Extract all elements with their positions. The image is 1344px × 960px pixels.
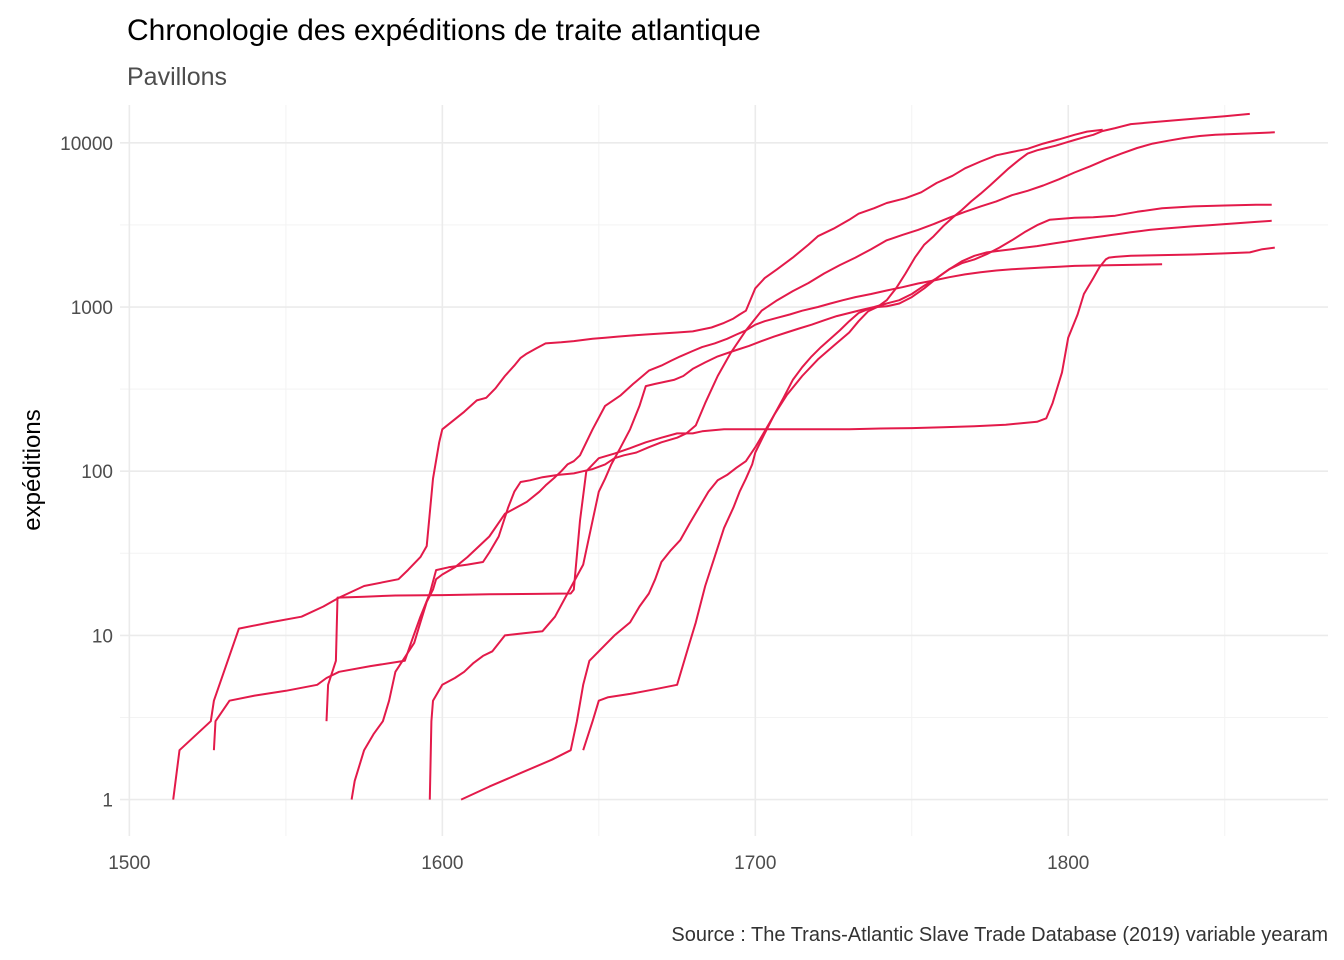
series-line-3 — [325, 246, 1275, 722]
x-tick-label: 1700 — [734, 853, 776, 874]
chart-subtitle: Pavillons — [127, 63, 227, 91]
y-tick-label: 100 — [81, 462, 113, 483]
series-line-5 — [428, 203, 1272, 800]
series-line-1 — [172, 128, 1103, 800]
y-tick-label: 10 — [92, 626, 113, 647]
y-tick-label: 1000 — [71, 298, 113, 319]
major-gridlines — [120, 105, 1328, 836]
chart-title: Chronologie des expéditions de traite at… — [127, 14, 761, 47]
x-tick-label: 1500 — [108, 853, 150, 874]
chart-caption: Source : The Trans-Atlantic Slave Trade … — [671, 924, 1328, 946]
y-tick-label: 1 — [102, 791, 113, 812]
series-line-6 — [460, 112, 1250, 801]
series-line-7 — [582, 219, 1272, 751]
x-tick-label: 1800 — [1047, 853, 1089, 874]
x-tick-label: 1600 — [421, 853, 463, 874]
y-axis-ticks: 1 10 100 1000 10000 — [60, 134, 113, 812]
x-axis-ticks: 1500 1600 1700 1800 — [108, 853, 1089, 874]
y-tick-label: 10000 — [60, 134, 113, 155]
minor-gridlines — [120, 105, 1328, 836]
series-line-4 — [350, 263, 1163, 800]
y-axis-title: expéditions — [19, 409, 46, 530]
series-lines — [172, 112, 1275, 801]
series-line-2 — [212, 131, 1275, 751]
